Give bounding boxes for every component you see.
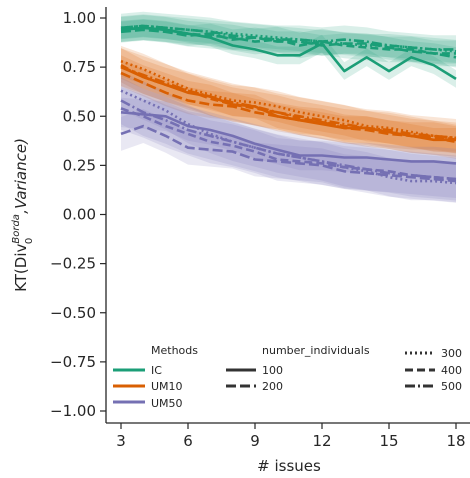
legend-label-500: 500 <box>441 380 462 393</box>
series-line-ic-400 <box>120 26 456 55</box>
x-tick-label: 12 <box>312 432 331 450</box>
band-um50-500 <box>121 77 456 203</box>
y-tick-label: −0.50 <box>50 304 96 322</box>
legend-label-300: 300 <box>441 347 462 360</box>
series-line-um10-300 <box>120 59 457 140</box>
y-tick-label: 1.00 <box>63 9 96 27</box>
x-tick-label: 6 <box>183 432 193 450</box>
legend-label-um50: UM50 <box>151 397 183 410</box>
x-tick-label: 15 <box>379 432 398 450</box>
band-ic-500 <box>121 11 456 64</box>
x-tick-label: 9 <box>250 432 260 450</box>
series-line-um50-200 <box>120 124 457 183</box>
y-axis-label-base: KT(Div <box>12 244 30 292</box>
legend-label-ic: IC <box>151 364 162 377</box>
y-tick-label: −0.75 <box>50 353 96 371</box>
y-axis-label-tail: ,Variance) <box>12 138 30 214</box>
y-ticks: 1.00 0.75 0.50 0.25 0.00 −0.25 −0.50 −0.75 −1.00 <box>50 9 106 420</box>
legend-label-um10: UM10 <box>151 380 183 393</box>
y-tick-label: −0.25 <box>50 255 96 273</box>
legend: Methods IC UM10 UM50 number_individuals … <box>113 344 462 410</box>
y-tick-label: 0.00 <box>63 206 96 224</box>
x-axis-label: # issues <box>257 457 321 475</box>
y-axis-label: KT(DivBorda 0 ,Variance) <box>11 138 35 292</box>
y-tick-label: 0.75 <box>63 58 96 76</box>
legend-label-100: 100 <box>262 364 283 377</box>
legend-methods-title: Methods <box>151 344 198 357</box>
series-lines <box>120 24 457 185</box>
legend-individuals-title: number_individuals <box>262 344 370 357</box>
legend-label-200: 200 <box>262 380 283 393</box>
series-line-ic-500 <box>120 24 456 51</box>
y-tick-label: 0.25 <box>63 156 96 174</box>
series-line-um50-500 <box>120 99 457 181</box>
series-line-um10-500 <box>120 65 457 140</box>
series-line-um50-300 <box>120 89 457 185</box>
series-line-ic-100 <box>120 26 457 81</box>
y-axis-label-sub: 0 <box>24 238 35 244</box>
x-ticks: 3 6 9 12 15 18 <box>116 423 466 450</box>
y-tick-label: 0.50 <box>63 107 96 125</box>
x-tick-label: 18 <box>446 432 465 450</box>
series-line-um50-100 <box>120 111 457 165</box>
y-axis-label-sup: Borda <box>11 214 22 244</box>
y-tick-label: −1.00 <box>50 402 96 420</box>
x-tick-label: 3 <box>116 432 126 450</box>
legend-label-400: 400 <box>441 364 462 377</box>
